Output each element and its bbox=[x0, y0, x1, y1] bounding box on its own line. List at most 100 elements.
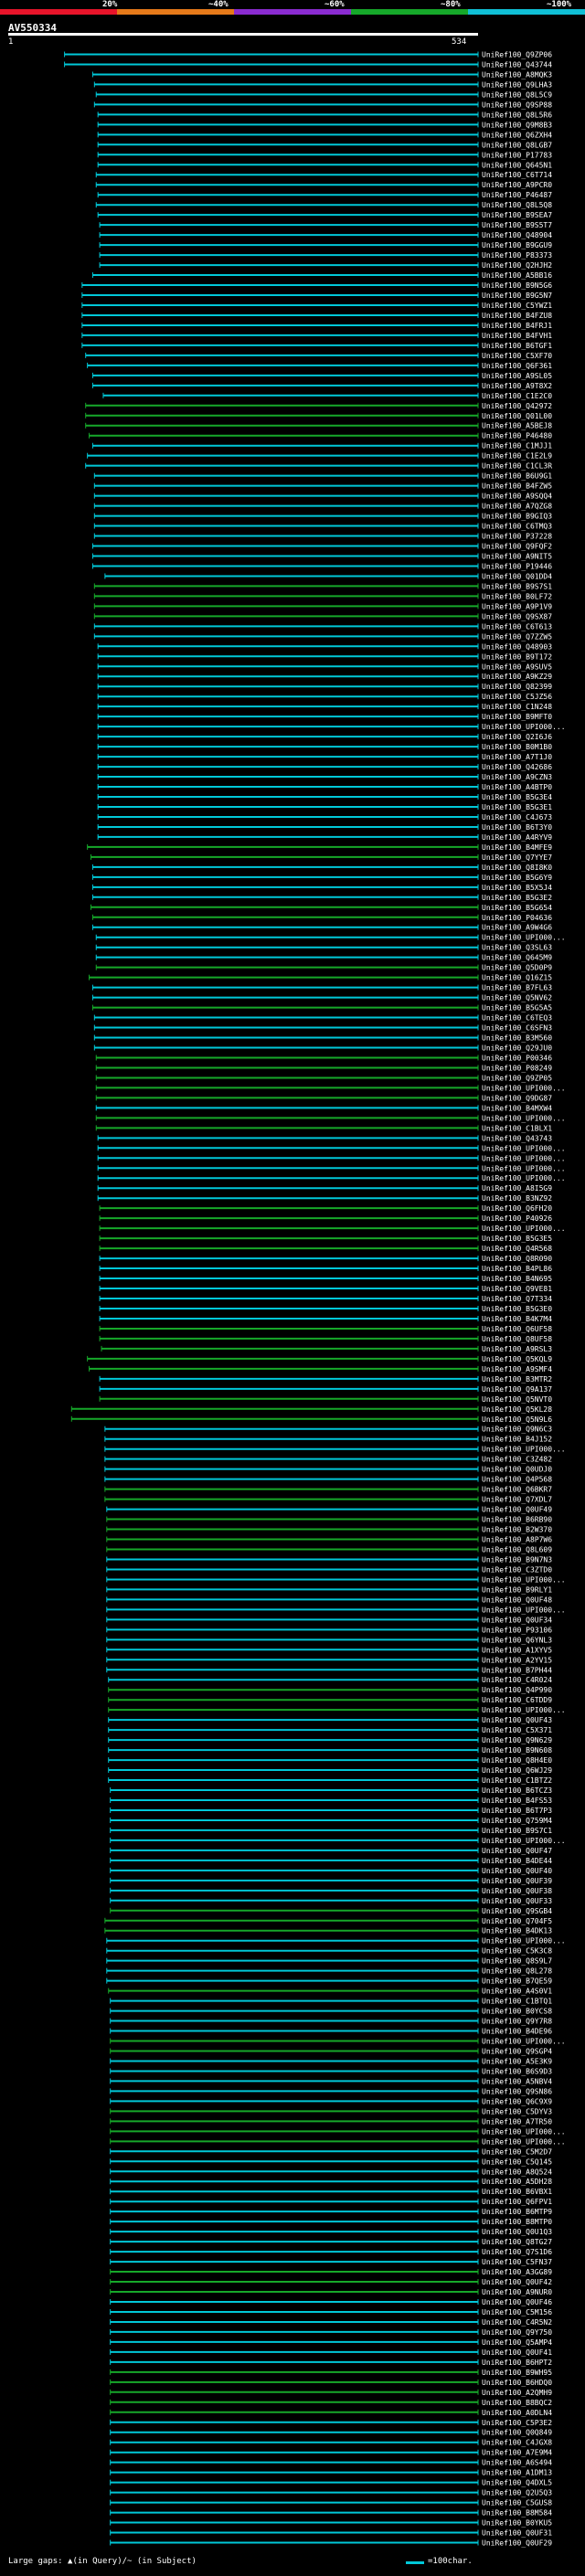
hit-label[interactable]: UniRef100_A9RSL3 bbox=[482, 1345, 552, 1353]
hit-row[interactable]: UniRef100_Q9N629 bbox=[108, 1736, 553, 1744]
hit-label[interactable]: UniRef100_Q645M9 bbox=[482, 954, 552, 962]
hit-label[interactable]: UniRef100_P83373 bbox=[482, 251, 552, 260]
hit-row[interactable]: UniRef100_Q43743 bbox=[97, 1134, 552, 1142]
hit-row[interactable]: UniRef100_Q6WJ29 bbox=[108, 1766, 553, 1775]
hit-row[interactable]: UniRef100_B5G3E4 bbox=[97, 793, 552, 801]
hit-label[interactable]: UniRef100_B6MTP9 bbox=[482, 2208, 552, 2216]
hit-label[interactable]: UniRef100_B4PL86 bbox=[482, 1265, 552, 1273]
hit-label[interactable]: UniRef100_Q4R568 bbox=[482, 1245, 552, 1253]
hit-row[interactable]: UniRef100_C4JGX8 bbox=[110, 2439, 553, 2447]
hit-row[interactable]: UniRef100_A2YV15 bbox=[106, 1656, 552, 1664]
hit-row[interactable]: UniRef100_Q42686 bbox=[97, 763, 552, 771]
hit-label[interactable]: UniRef100_Q0UF40 bbox=[482, 1867, 552, 1875]
hit-label[interactable]: UniRef100_B9SEA7 bbox=[482, 211, 552, 219]
hit-label[interactable]: UniRef100_B9S7C1 bbox=[482, 1827, 552, 1835]
hit-row[interactable]: UniRef100_UPI000... bbox=[106, 1606, 566, 1614]
hit-row[interactable]: UniRef100_A9P1V9 bbox=[93, 602, 552, 610]
hit-label[interactable]: UniRef100_A8Q524 bbox=[482, 2168, 552, 2176]
hit-row[interactable]: UniRef100_B5G3E5 bbox=[99, 1235, 552, 1243]
hit-row[interactable]: UniRef100_C6TDD9 bbox=[108, 1696, 553, 1704]
hit-label[interactable]: UniRef100_Q5KL28 bbox=[482, 1405, 552, 1414]
hit-row[interactable]: UniRef100_C3ZTD0 bbox=[106, 1565, 552, 1574]
hit-label[interactable]: UniRef100_C6T613 bbox=[482, 622, 552, 631]
hit-label[interactable]: UniRef100_B4FRJ1 bbox=[482, 322, 552, 330]
hit-label[interactable]: UniRef100_C5Q145 bbox=[482, 2157, 552, 2166]
hit-label[interactable]: UniRef100_Q704F5 bbox=[482, 1917, 552, 1925]
hit-label[interactable]: UniRef100_B9WH95 bbox=[482, 2369, 552, 2377]
hit-label[interactable]: UniRef100_A2QMH9 bbox=[482, 2389, 552, 2397]
hit-label[interactable]: UniRef100_Q0UF42 bbox=[482, 2278, 552, 2286]
hit-label[interactable]: UniRef100_B4MXW4 bbox=[482, 1104, 552, 1112]
hit-row[interactable]: UniRef100_Q0UDJ0 bbox=[104, 1466, 552, 1474]
hit-row[interactable]: UniRef100_UPI000... bbox=[99, 1224, 566, 1233]
hit-row[interactable]: UniRef100_Q01L00 bbox=[85, 412, 553, 420]
hit-label[interactable]: UniRef100_C6TMQ3 bbox=[482, 523, 552, 531]
hit-label[interactable]: UniRef100_C6TEQ3 bbox=[482, 1014, 552, 1023]
hit-row[interactable]: UniRef100_C5XF70 bbox=[85, 352, 553, 360]
hit-row[interactable]: UniRef100_B5G5A5 bbox=[91, 1004, 552, 1012]
hit-row[interactable]: UniRef100_C5M2D7 bbox=[110, 2147, 553, 2156]
hit-row[interactable]: UniRef100_Q43744 bbox=[64, 60, 553, 69]
hit-label[interactable]: UniRef100_A9SUV5 bbox=[482, 663, 552, 671]
hit-row[interactable]: UniRef100_C5FN37 bbox=[110, 2258, 553, 2266]
hit-row[interactable]: UniRef100_Q2U5Q3 bbox=[110, 2489, 553, 2497]
hit-row[interactable]: UniRef100_Q2I6J6 bbox=[97, 733, 552, 741]
hit-row[interactable]: UniRef100_P46487 bbox=[97, 191, 552, 199]
hit-row[interactable]: UniRef100_Q0U1Q3 bbox=[110, 2228, 553, 2236]
hit-label[interactable]: UniRef100_Q2U5Q3 bbox=[482, 2489, 552, 2497]
hit-label[interactable]: UniRef100_Q2I6J6 bbox=[482, 733, 552, 741]
hit-row[interactable]: UniRef100_Q9VE81 bbox=[99, 1285, 552, 1293]
hit-row[interactable]: UniRef100_Q0UF43 bbox=[108, 1716, 553, 1724]
hit-label[interactable]: UniRef100_C5JZ56 bbox=[482, 693, 552, 701]
hit-label[interactable]: UniRef100_Q5KQL9 bbox=[482, 1355, 552, 1363]
hit-row[interactable]: UniRef100_C1BLX1 bbox=[95, 1124, 552, 1132]
hit-row[interactable]: UniRef100_C5K3C8 bbox=[106, 1947, 552, 1956]
hit-row[interactable]: UniRef100_Q9DG87 bbox=[95, 1094, 552, 1102]
hit-label[interactable]: UniRef100_Q8L5C9 bbox=[482, 90, 552, 99]
hit-row[interactable]: UniRef100_B9MFT0 bbox=[97, 713, 552, 721]
hit-row[interactable]: UniRef100_Q42972 bbox=[85, 402, 553, 410]
hit-label[interactable]: UniRef100_A9T8X2 bbox=[482, 382, 552, 390]
hit-row[interactable]: UniRef100_P93106 bbox=[106, 1626, 552, 1634]
hit-label[interactable]: UniRef100_UPI000... bbox=[482, 1224, 566, 1233]
hit-label[interactable]: UniRef100_Q43744 bbox=[482, 60, 552, 69]
hit-row[interactable]: UniRef100_Q5N9L6 bbox=[70, 1415, 552, 1424]
hit-row[interactable]: UniRef100_B9N7N3 bbox=[106, 1555, 552, 1564]
hit-row[interactable]: UniRef100_B6S9D3 bbox=[110, 2067, 553, 2075]
hit-label[interactable]: UniRef100_C1BTZ2 bbox=[482, 1776, 552, 1785]
hit-row[interactable]: UniRef100_B4N695 bbox=[99, 1275, 552, 1283]
hit-label[interactable]: UniRef100_UPI000... bbox=[482, 2137, 566, 2146]
hit-row[interactable]: UniRef100_Q8S9L7 bbox=[106, 1957, 552, 1966]
hit-row[interactable]: UniRef100_A4S0V1 bbox=[108, 1988, 553, 1996]
hit-row[interactable]: UniRef100_B6HDQ0 bbox=[110, 2379, 553, 2387]
hit-row[interactable]: UniRef100_C5P3E2 bbox=[110, 2419, 553, 2427]
hit-row[interactable]: UniRef100_B6TCZ3 bbox=[110, 1786, 553, 1795]
hit-label[interactable]: UniRef100_UPI000... bbox=[482, 934, 566, 942]
hit-row[interactable]: UniRef100_B7QE59 bbox=[106, 1977, 552, 1986]
hit-label[interactable]: UniRef100_Q8H4E0 bbox=[482, 1756, 552, 1765]
hit-row[interactable]: UniRef100_Q9SGB4 bbox=[110, 1907, 553, 1915]
hit-label[interactable]: UniRef100_B3M560 bbox=[482, 1034, 552, 1043]
hit-row[interactable]: UniRef100_A7E9M4 bbox=[110, 2449, 553, 2457]
hit-row[interactable]: UniRef100_Q6ZXH4 bbox=[97, 131, 552, 139]
hit-row[interactable]: UniRef100_A7QZG8 bbox=[93, 503, 552, 511]
hit-row[interactable]: UniRef100_Q9Y750 bbox=[110, 2328, 553, 2337]
hit-row[interactable]: UniRef100_Q704F5 bbox=[104, 1917, 552, 1925]
hit-row[interactable]: UniRef100_Q9SGP4 bbox=[110, 2047, 553, 2055]
hit-label[interactable]: UniRef100_Q0UDJ0 bbox=[482, 1466, 552, 1474]
hit-row[interactable]: UniRef100_B6T3Y0 bbox=[97, 823, 552, 832]
hit-row[interactable]: UniRef100_B4FZW5 bbox=[93, 482, 552, 491]
hit-label[interactable]: UniRef100_Q6FH20 bbox=[482, 1204, 552, 1213]
hit-row[interactable]: UniRef100_A1XYV5 bbox=[106, 1646, 552, 1654]
hit-row[interactable]: UniRef100_A9NIT5 bbox=[91, 552, 552, 560]
hit-label[interactable]: UniRef100_B5G6Y9 bbox=[482, 874, 552, 882]
hit-label[interactable]: UniRef100_C1BTQ1 bbox=[482, 1998, 552, 2006]
hit-label[interactable]: UniRef100_Q6ZXH4 bbox=[482, 131, 552, 139]
hit-label[interactable]: UniRef100_A9KZ29 bbox=[482, 673, 552, 681]
hit-row[interactable]: UniRef100_Q9SN86 bbox=[110, 2087, 553, 2095]
hit-label[interactable]: UniRef100_UPI000... bbox=[482, 723, 566, 731]
hit-label[interactable]: UniRef100_P93106 bbox=[482, 1626, 552, 1634]
hit-label[interactable]: UniRef100_UPI000... bbox=[482, 1575, 566, 1584]
hit-label[interactable]: UniRef100_Q42972 bbox=[482, 402, 552, 410]
hit-label[interactable]: UniRef100_C5P3E2 bbox=[482, 2419, 552, 2427]
